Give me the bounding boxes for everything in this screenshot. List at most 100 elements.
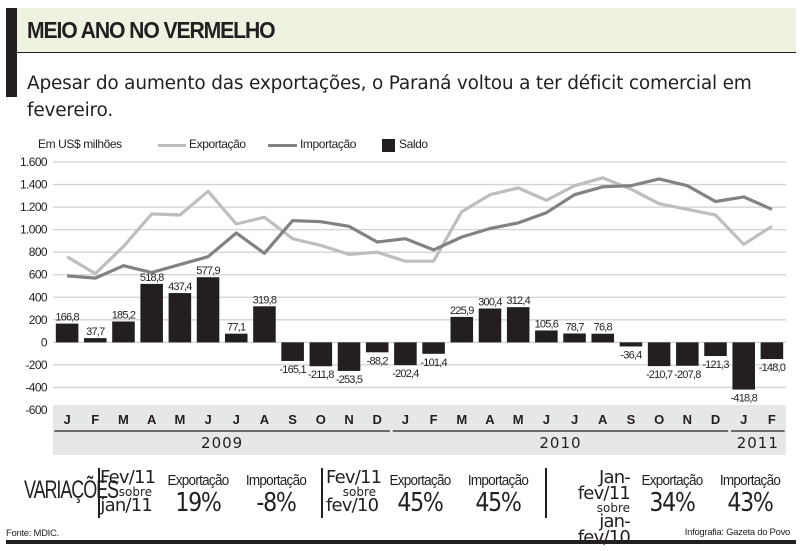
saldo-bar-label: 76,8 [594,322,613,334]
month-label: A [598,412,608,427]
saldo-bar-label: 77,1 [227,322,246,334]
saldo-bar-label: -121,3 [702,359,729,371]
month-label: A [260,412,270,427]
y-tick-label: 400 [29,290,48,304]
divider [321,468,323,518]
saldo-bar [196,277,220,343]
saldo-bar [704,342,727,357]
variacoes-title: VARIAÇÕES [24,476,119,504]
saldo-bar [309,342,333,367]
saldo-bar-label: -165,1 [279,364,306,376]
period-sobre: sobre [342,485,376,499]
saldo-bar [168,293,192,343]
month-label: J [571,412,578,427]
month-label: F [91,412,99,427]
saldo-bar [506,307,530,343]
metric-label: Importação [467,472,529,489]
saldo-bar-label: 105,6 [535,318,559,330]
metric-label: Exportação [641,472,703,489]
series-line-importacao [66,177,773,280]
variacoes-panel: VARIAÇÕES Fev/11 sobre jan/11 Exportação… [0,467,804,547]
y-tick-label: 200 [29,313,48,327]
month-label: F [430,412,438,427]
y-tick-label: 600 [29,268,48,282]
y-tick-label: 800 [29,245,48,259]
legend-swatch-importacao [268,144,297,147]
period-bottom: fev/10 [326,495,379,516]
legend-label-saldo: Saldo [399,137,428,151]
divider [98,468,100,518]
saldo-bar-label: 166,8 [55,312,79,324]
saldo-bar [450,316,474,343]
month-label: S [288,412,297,427]
month-label: O [316,412,326,427]
month-label: J [233,412,240,427]
saldo-bar [224,333,248,343]
month-label: N [683,412,692,427]
period-3: Jan-fev/11 sobre jan-fev/10 [548,467,631,547]
saldo-bar-label: 518,8 [140,272,164,284]
saldo-bar-label: 577,9 [196,265,220,277]
period-sobre: sobre [118,485,152,499]
saldo-bar [84,338,107,343]
saldo-bar [112,321,135,343]
period-sobre: sobre [596,501,630,515]
saldo-bar [760,342,784,360]
period-1: Fev/11 sobre jan/11 [100,467,156,516]
series-line-exportacao [66,176,773,276]
period-top: Fev/11 [326,467,382,488]
saldo-bar-label: 312,4 [506,295,530,307]
y-tick-label: -200 [25,358,48,372]
saldo-bar-label: 300,4 [478,297,502,309]
month-label: F [768,412,776,427]
saldo-bar [732,342,755,390]
saldo-bar [55,323,79,343]
metric-value: 45% [397,488,444,518]
month-label: M [456,412,467,427]
metric-exportacao-1: Exportação 19% [160,472,236,517]
y-tick-label: -600 [25,403,48,417]
saldo-bar [676,342,699,366]
saldo-bar [140,283,163,343]
saldo-bar-label: -202,4 [392,368,419,380]
credit-note: Infografia: Gazeta do Povo [684,527,791,538]
month-label: S [627,412,636,427]
legend-swatch-exportacao [158,144,186,147]
metric-label: Importação [245,472,307,489]
metric-value: 45% [475,488,522,518]
saldo-bar [619,342,643,347]
y-tick-label: -400 [25,380,48,394]
saldo-bar-label: 185,2 [112,309,136,321]
month-label: J [402,412,409,427]
metric-label: Exportação [389,472,451,489]
metric-importacao-1: Importação -8% [236,472,316,517]
saldo-bar-label: -210,7 [646,369,673,381]
saldo-bar-label: -211,8 [308,369,334,381]
bottom-rule [6,540,796,544]
source-note: Fonte: MDIC. [6,528,59,539]
header-band: MEIO ANO NO VERMELHO [17,8,796,53]
period-2: Fev/11 sobre fev/10 [326,469,382,516]
saldo-bar [394,342,417,366]
saldo-bar [563,333,586,343]
period-bottom: jan/11 [100,495,152,516]
saldo-bar-label: -253,5 [336,374,363,386]
month-label: J [543,412,550,427]
legend-label-exportacao: Exportação [189,137,246,151]
period-top: Fev/11 [100,467,156,488]
saldo-bar-label: 37,7 [86,326,105,338]
saldo-bar-label: -418,8 [731,393,758,405]
month-label: J [63,412,70,427]
month-label: A [147,412,157,427]
period-top: Jan-fev/11 [577,467,631,504]
saldo-bar [253,306,276,343]
month-label: M [513,412,524,427]
month-label: M [118,412,129,427]
month-label: N [344,412,353,427]
y-tick-label: 0 [41,335,48,349]
month-label: D [711,412,720,427]
saldo-bar-label: 319,8 [253,294,277,306]
metric-value: 34% [649,488,696,518]
month-label: D [373,412,382,427]
metric-value: -8% [256,488,296,518]
